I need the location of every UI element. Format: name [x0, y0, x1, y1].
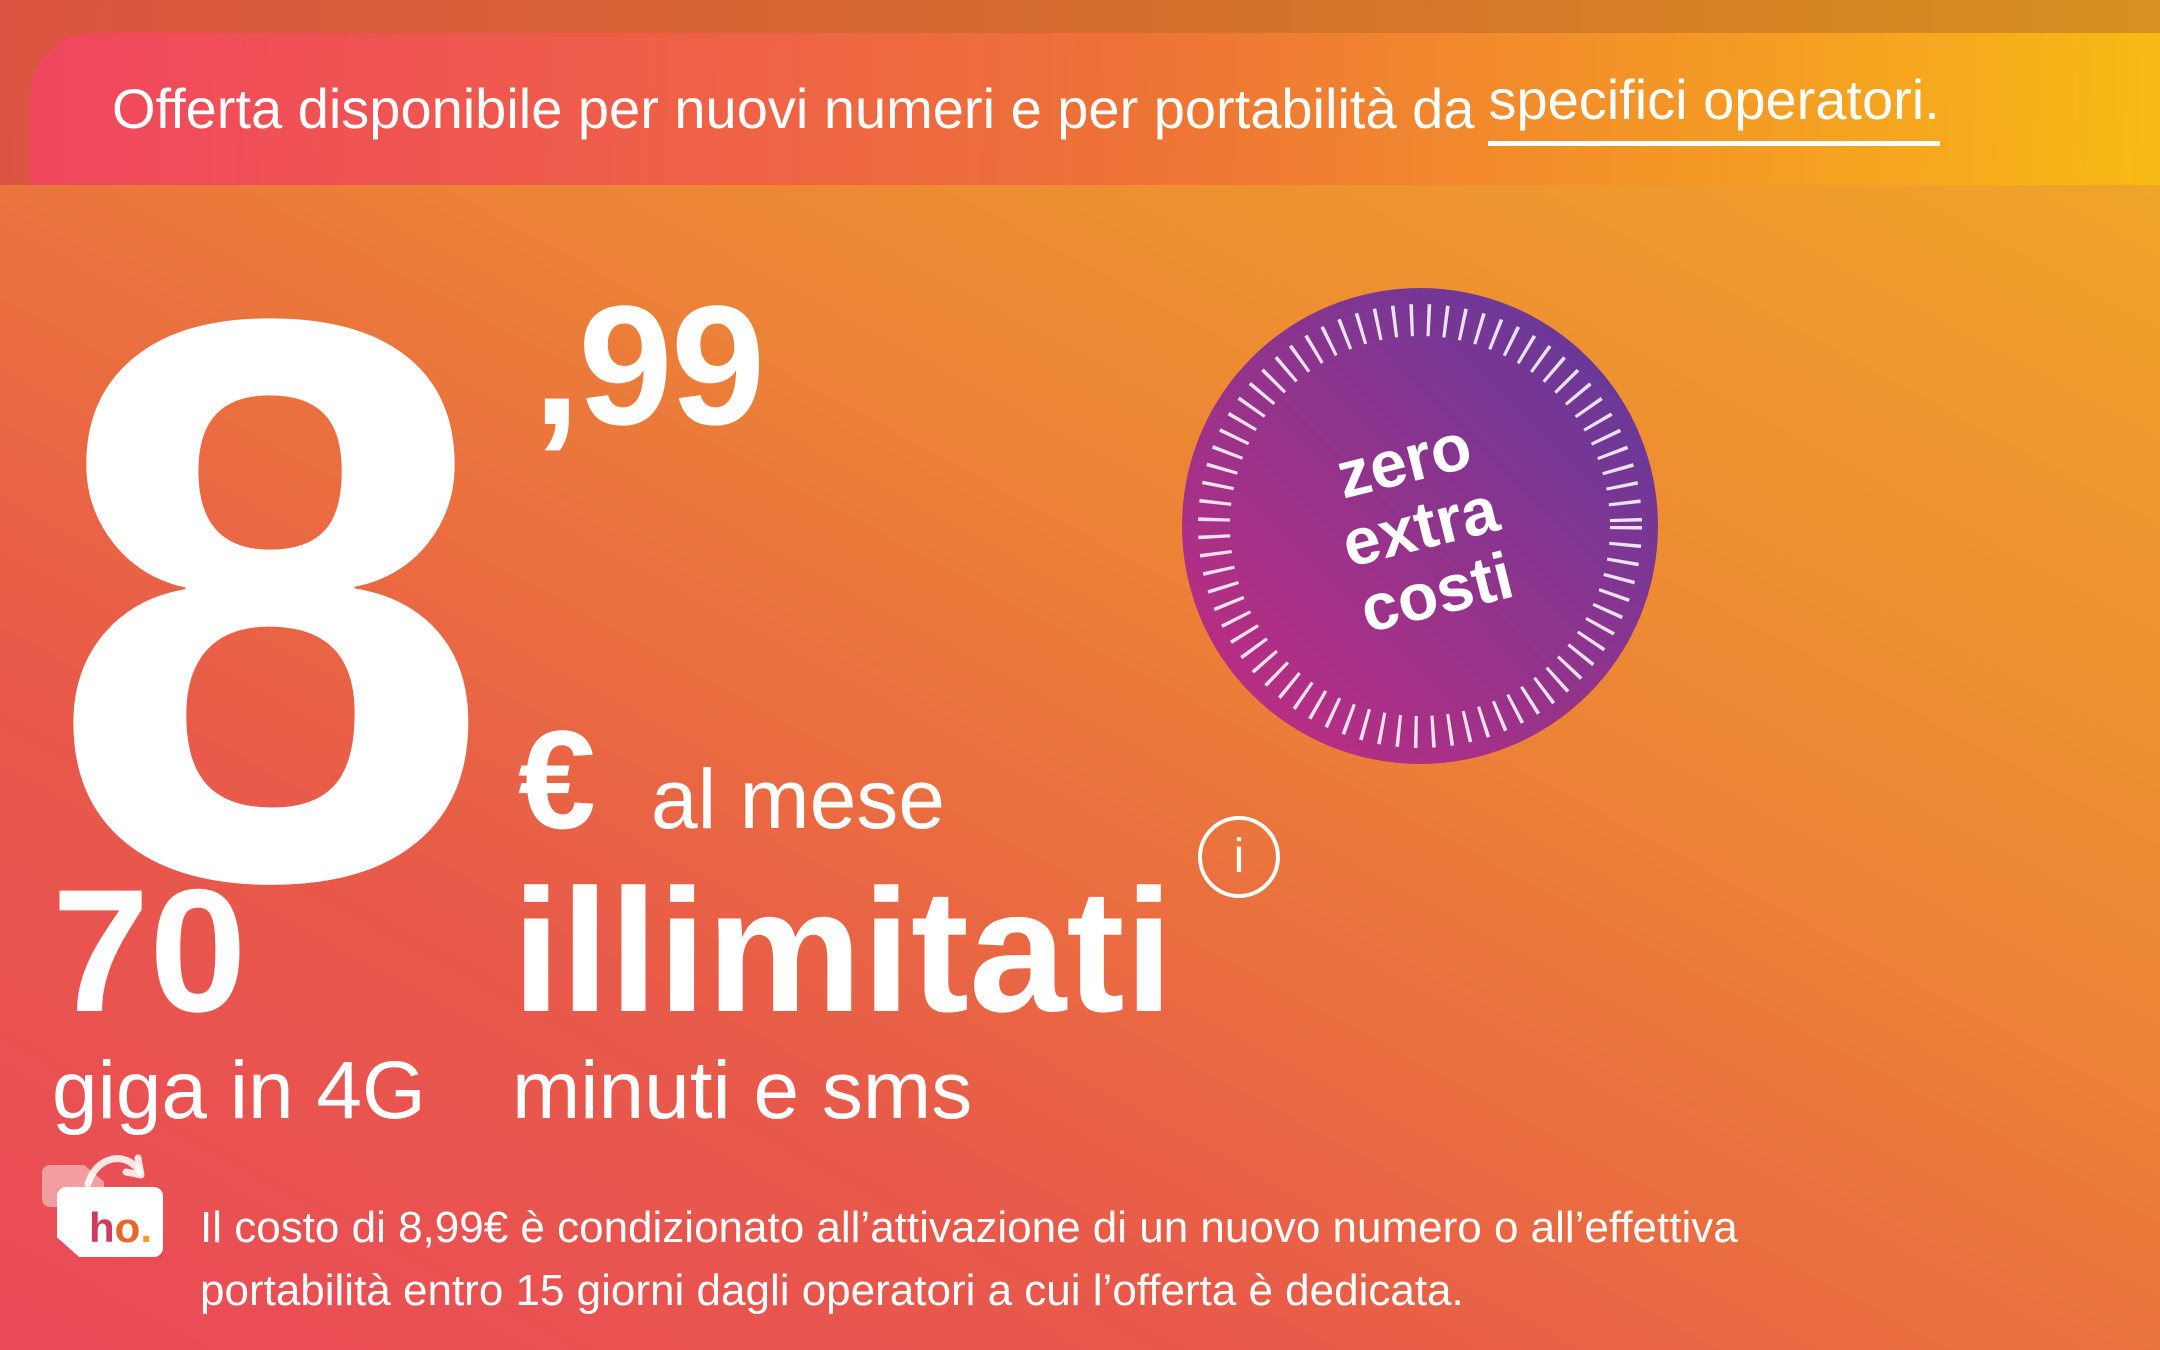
logo-letter-h: h	[89, 1204, 115, 1251]
price-decimals: ,99	[533, 271, 765, 461]
feature-data: 70 giga in 4G	[52, 864, 426, 1138]
data-amount: 70	[52, 854, 247, 1049]
per-month-label: al mese	[650, 752, 945, 846]
footnote-line-1: Il costo di 8,99€ è condizionato all’att…	[200, 1203, 1738, 1252]
specific-operators-link[interactable]: specifici operatori.	[1488, 72, 1940, 146]
footnote-line-2: portabilità entro 15 giorni dagli operat…	[200, 1266, 1464, 1315]
offer-card	[0, 185, 2160, 1350]
data-label: giga in 4G	[52, 1045, 426, 1136]
info-icon[interactable]: i	[1198, 816, 1280, 898]
badge-tick-ring-icon	[1198, 304, 1642, 748]
logo-letter-o: o	[114, 1204, 141, 1251]
info-icon-letter: i	[1233, 830, 1245, 883]
euro-sign: €	[518, 701, 596, 858]
voice-label: minuti e sms	[512, 1045, 973, 1136]
logo-dot: .	[140, 1204, 152, 1251]
availability-text: Offerta disponibile per nuovi numeri e p…	[112, 77, 1475, 140]
voice-amount: illimitati	[512, 854, 1174, 1049]
footnote: Il costo di 8,99€ è condizionato all’att…	[200, 1196, 1738, 1322]
feature-voice: illimitati minuti e sms	[512, 864, 1173, 1138]
zero-extra-costi-badge: zero extra costi	[1182, 288, 1658, 764]
price-period: € al mese	[518, 710, 945, 850]
portability-arrow-icon	[84, 1154, 145, 1188]
price-integer: 8	[48, 153, 493, 1047]
availability-banner: Offerta disponibile per nuovi numeri e p…	[30, 33, 2160, 185]
